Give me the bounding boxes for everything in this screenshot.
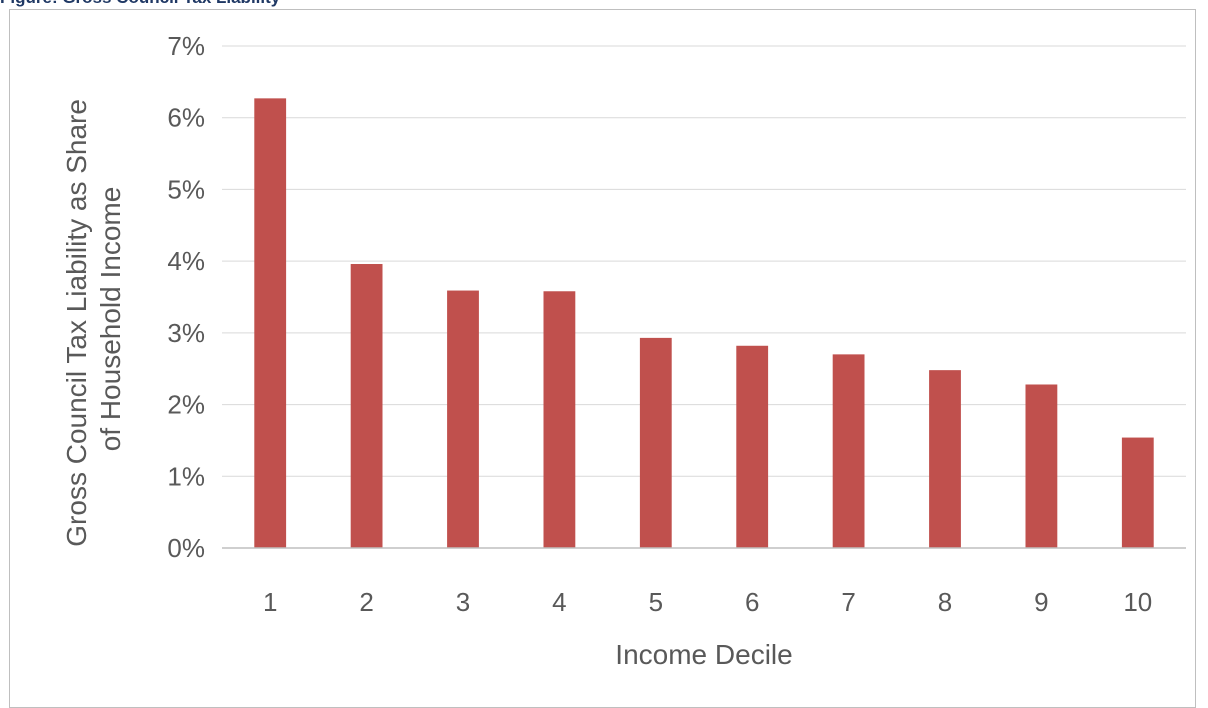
y-tick-label: 1% bbox=[167, 461, 205, 491]
x-tick-label: 5 bbox=[649, 587, 663, 617]
bar-decile-8 bbox=[929, 370, 961, 548]
x-axis-ticks: 1 2 3 4 5 6 7 8 9 10 bbox=[263, 587, 1152, 617]
x-tick-label: 2 bbox=[359, 587, 373, 617]
bars bbox=[254, 98, 1154, 548]
bar-decile-10 bbox=[1121, 437, 1154, 548]
x-tick-label: 4 bbox=[552, 587, 566, 617]
x-tick-label: 8 bbox=[938, 587, 952, 617]
x-tick-label: 6 bbox=[745, 587, 759, 617]
y-axis-title: Gross Council Tax Liability as Share of … bbox=[61, 91, 126, 546]
y-tick-label: 3% bbox=[167, 318, 205, 348]
bar-decile-4 bbox=[543, 291, 576, 548]
bar-decile-2 bbox=[350, 264, 383, 548]
bar-decile-9 bbox=[1025, 384, 1058, 548]
bar-decile-3 bbox=[447, 290, 479, 548]
x-tick-label: 3 bbox=[456, 587, 470, 617]
y-tick-label: 4% bbox=[167, 246, 205, 276]
bar-decile-7 bbox=[832, 354, 865, 548]
gridlines bbox=[222, 45, 1186, 477]
y-tick-label: 2% bbox=[167, 390, 205, 420]
y-tick-label: 7% bbox=[167, 31, 205, 61]
bar-decile-5 bbox=[639, 337, 672, 548]
y-axis-title-line-1: Gross Council Tax Liability as Share bbox=[61, 99, 92, 547]
x-tick-label: 9 bbox=[1034, 587, 1048, 617]
y-axis-ticks: 0% 1% 2% 3% 4% 5% 6% 7% bbox=[167, 31, 205, 563]
y-tick-label: 6% bbox=[167, 103, 205, 133]
bar-decile-1 bbox=[254, 98, 287, 548]
x-tick-label: 10 bbox=[1123, 587, 1152, 617]
bar-decile-6 bbox=[736, 345, 769, 548]
y-tick-label: 0% bbox=[167, 533, 205, 563]
figure-caption: Figure: Gross Council Tax Liability bbox=[0, 0, 520, 8]
x-tick-label: 7 bbox=[841, 587, 855, 617]
y-axis-title-line-2: of Household Income bbox=[95, 187, 126, 452]
x-axis-title: Income Decile bbox=[615, 639, 792, 670]
x-tick-label: 1 bbox=[263, 587, 277, 617]
chart-frame bbox=[9, 9, 1196, 708]
y-tick-label: 5% bbox=[167, 174, 205, 204]
